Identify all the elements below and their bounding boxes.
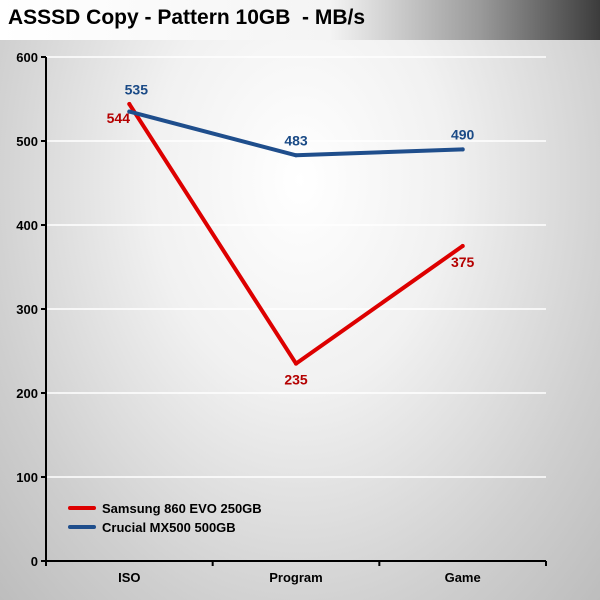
chart-title: ASSSD Copy - Pattern 10GB - MB/s: [8, 6, 366, 29]
axis-layer: 0 100 200 300 400 500 600 ISO Program Game: [16, 50, 547, 585]
series-point: [127, 102, 132, 107]
y-tick-label: 300: [16, 302, 38, 317]
title-bar: ASSSD Copy - Pattern 10GB - MB/s: [0, 0, 600, 40]
series-point: [294, 361, 298, 366]
x-tick-label: Game: [445, 570, 481, 585]
data-label: 375: [451, 254, 475, 270]
series-point: [127, 109, 132, 114]
series-layer: [127, 102, 465, 366]
x-tick-label: Program: [269, 570, 322, 585]
y-tick-label: 500: [16, 134, 38, 149]
legend-label: Samsung 860 EVO 250GB: [102, 501, 262, 516]
legend-label: Crucial MX500 500GB: [102, 520, 236, 535]
series-point: [294, 153, 298, 158]
x-tick-label: ISO: [118, 570, 140, 585]
grid-layer: [46, 56, 546, 478]
y-tick-label: 400: [16, 218, 38, 233]
y-tick-label: 600: [16, 50, 38, 65]
legend: Samsung 860 EVO 250GB Crucial MX500 500GB: [68, 501, 262, 535]
series-point: [460, 244, 465, 248]
y-tick-label: 100: [16, 470, 38, 485]
data-label-layer: 544 535 235 483 375 490: [107, 82, 475, 388]
y-tick-label: 0: [31, 554, 38, 569]
data-label: 544: [107, 110, 131, 126]
data-label: 535: [125, 82, 149, 98]
y-tick-label: 200: [16, 386, 38, 401]
series-point: [460, 147, 465, 152]
data-label: 483: [284, 132, 308, 148]
data-label: 490: [451, 126, 475, 142]
data-label: 235: [284, 372, 308, 388]
